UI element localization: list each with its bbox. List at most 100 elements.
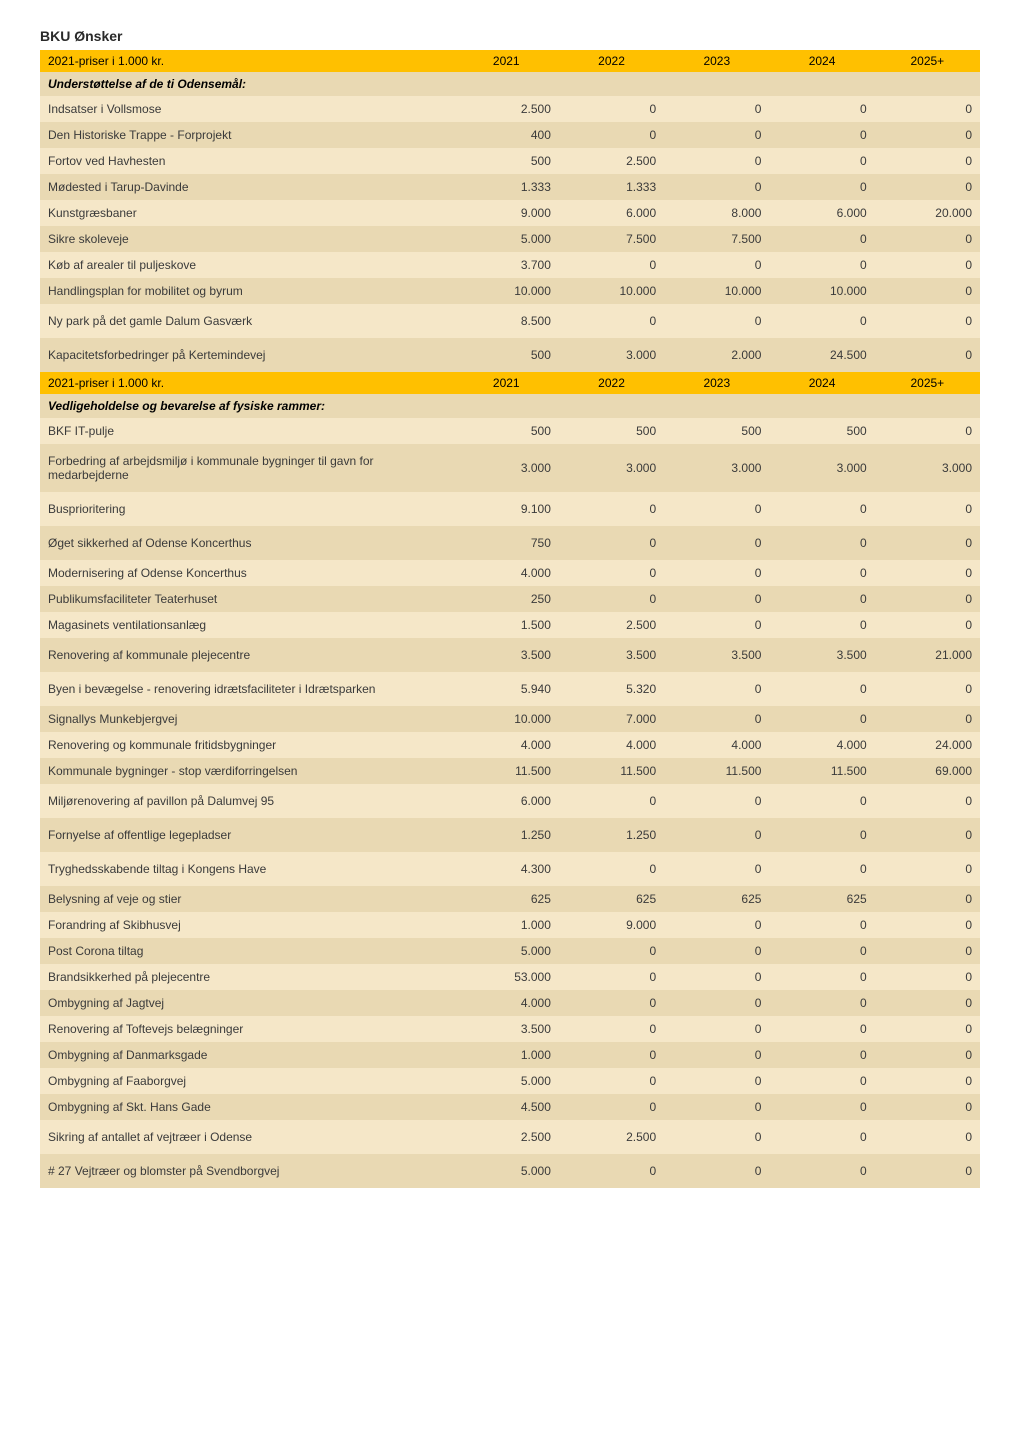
cell-value: 0 — [664, 938, 769, 964]
cell-value: 2.000 — [664, 338, 769, 372]
table-row: Renovering af Toftevejs belægninger3.500… — [40, 1016, 980, 1042]
cell-value: 0 — [559, 526, 664, 560]
cell-value: 625 — [769, 886, 874, 912]
cell-value: 0 — [875, 1042, 980, 1068]
page: BKU Ønsker 2021-priser i 1.000 kr.202120… — [0, 0, 1020, 1216]
cell-value: 400 — [454, 122, 559, 148]
cell-value: 3.000 — [769, 444, 874, 492]
cell-value: 3.000 — [454, 444, 559, 492]
cell-value: 7.000 — [559, 706, 664, 732]
cell-value: 0 — [769, 226, 874, 252]
cell-value: 0 — [559, 964, 664, 990]
header-label: 2021-priser i 1.000 kr. — [40, 372, 454, 394]
table-row: Indsatser i Vollsmose2.5000000 — [40, 96, 980, 122]
cell-value: 0 — [875, 252, 980, 278]
table-row: Post Corona tiltag5.0000000 — [40, 938, 980, 964]
row-label: Fornyelse af offentlige legepladser — [40, 818, 454, 852]
table-row: # 27 Vejtræer og blomster på Svendborgve… — [40, 1154, 980, 1188]
row-label: Forbedring af arbejdsmiljø i kommunale b… — [40, 444, 454, 492]
cell-value: 0 — [664, 818, 769, 852]
cell-value: 1.250 — [559, 818, 664, 852]
cell-value: 7.500 — [664, 226, 769, 252]
table-row: Mødested i Tarup-Davinde1.3331.333000 — [40, 174, 980, 200]
cell-value: 0 — [769, 1154, 874, 1188]
table-row: Byen i bevægelse - renovering idrætsfaci… — [40, 672, 980, 706]
cell-value: 0 — [875, 672, 980, 706]
cell-value: 0 — [875, 304, 980, 338]
cell-value: 0 — [769, 1042, 874, 1068]
row-label: Køb af arealer til puljeskove — [40, 252, 454, 278]
row-label: Ombygning af Faaborgvej — [40, 1068, 454, 1094]
table-row: Busprioritering9.1000000 — [40, 492, 980, 526]
cell-value: 2.500 — [559, 1120, 664, 1154]
section-title: Understøttelse af de ti Odensemål: — [40, 72, 980, 96]
table-row: Sikre skoleveje5.0007.5007.50000 — [40, 226, 980, 252]
budget-table: 2021-priser i 1.000 kr.20212022202320242… — [40, 50, 980, 1188]
cell-value: 0 — [664, 148, 769, 174]
header-year: 2023 — [664, 372, 769, 394]
cell-value: 0 — [875, 174, 980, 200]
cell-value: 500 — [769, 418, 874, 444]
row-label: Ombygning af Jagtvej — [40, 990, 454, 1016]
cell-value: 0 — [769, 1068, 874, 1094]
cell-value: 0 — [875, 852, 980, 886]
cell-value: 0 — [559, 938, 664, 964]
cell-value: 6.000 — [559, 200, 664, 226]
table-row: Forandring af Skibhusvej1.0009.000000 — [40, 912, 980, 938]
page-title: BKU Ønsker — [40, 28, 980, 44]
row-label: Post Corona tiltag — [40, 938, 454, 964]
cell-value: 0 — [875, 1094, 980, 1120]
table-row: Den Historiske Trappe - Forprojekt400000… — [40, 122, 980, 148]
cell-value: 250 — [454, 586, 559, 612]
cell-value: 0 — [559, 586, 664, 612]
cell-value: 0 — [559, 784, 664, 818]
row-label: Ombygning af Danmarksgade — [40, 1042, 454, 1068]
cell-value: 0 — [664, 1154, 769, 1188]
cell-value: 0 — [664, 492, 769, 526]
cell-value: 0 — [769, 174, 874, 200]
row-label: Handlingsplan for mobilitet og byrum — [40, 278, 454, 304]
cell-value: 0 — [664, 852, 769, 886]
cell-value: 3.000 — [875, 444, 980, 492]
cell-value: 0 — [664, 1094, 769, 1120]
cell-value: 0 — [875, 612, 980, 638]
cell-value: 10.000 — [454, 706, 559, 732]
section-title-row: Vedligeholdelse og bevarelse af fysiske … — [40, 394, 980, 418]
cell-value: 0 — [664, 252, 769, 278]
row-label: Ombygning af Skt. Hans Gade — [40, 1094, 454, 1120]
cell-value: 0 — [769, 526, 874, 560]
cell-value: 0 — [875, 964, 980, 990]
cell-value: 0 — [875, 226, 980, 252]
row-label: Kapacitetsforbedringer på Kertemindevej — [40, 338, 454, 372]
cell-value: 3.000 — [559, 444, 664, 492]
table-row: Modernisering af Odense Koncerthus4.0000… — [40, 560, 980, 586]
cell-value: 20.000 — [875, 200, 980, 226]
cell-value: 6.000 — [769, 200, 874, 226]
table-row: Øget sikkerhed af Odense Koncerthus75000… — [40, 526, 980, 560]
table-row: Fortov ved Havhesten5002.500000 — [40, 148, 980, 174]
row-label: Signallys Munkebjergvej — [40, 706, 454, 732]
cell-value: 0 — [875, 990, 980, 1016]
header-year: 2022 — [559, 50, 664, 72]
cell-value: 3.700 — [454, 252, 559, 278]
cell-value: 0 — [664, 1042, 769, 1068]
cell-value: 5.000 — [454, 1154, 559, 1188]
cell-value: 0 — [769, 492, 874, 526]
header-year: 2025+ — [875, 372, 980, 394]
table-row: Miljørenovering af pavillon på Dalumvej … — [40, 784, 980, 818]
row-label: Ny park på det gamle Dalum Gasværk — [40, 304, 454, 338]
table-row: Ombygning af Danmarksgade1.0000000 — [40, 1042, 980, 1068]
cell-value: 0 — [769, 1016, 874, 1042]
cell-value: 8.500 — [454, 304, 559, 338]
cell-value: 0 — [875, 886, 980, 912]
header-year: 2024 — [769, 372, 874, 394]
row-label: Miljørenovering af pavillon på Dalumvej … — [40, 784, 454, 818]
cell-value: 0 — [769, 304, 874, 338]
row-label: Renovering af kommunale plejecentre — [40, 638, 454, 672]
cell-value: 0 — [664, 912, 769, 938]
cell-value: 69.000 — [875, 758, 980, 784]
cell-value: 5.320 — [559, 672, 664, 706]
cell-value: 4.000 — [769, 732, 874, 758]
table-row: Publikumsfaciliteter Teaterhuset2500000 — [40, 586, 980, 612]
table-row: Kunstgræsbaner9.0006.0008.0006.00020.000 — [40, 200, 980, 226]
